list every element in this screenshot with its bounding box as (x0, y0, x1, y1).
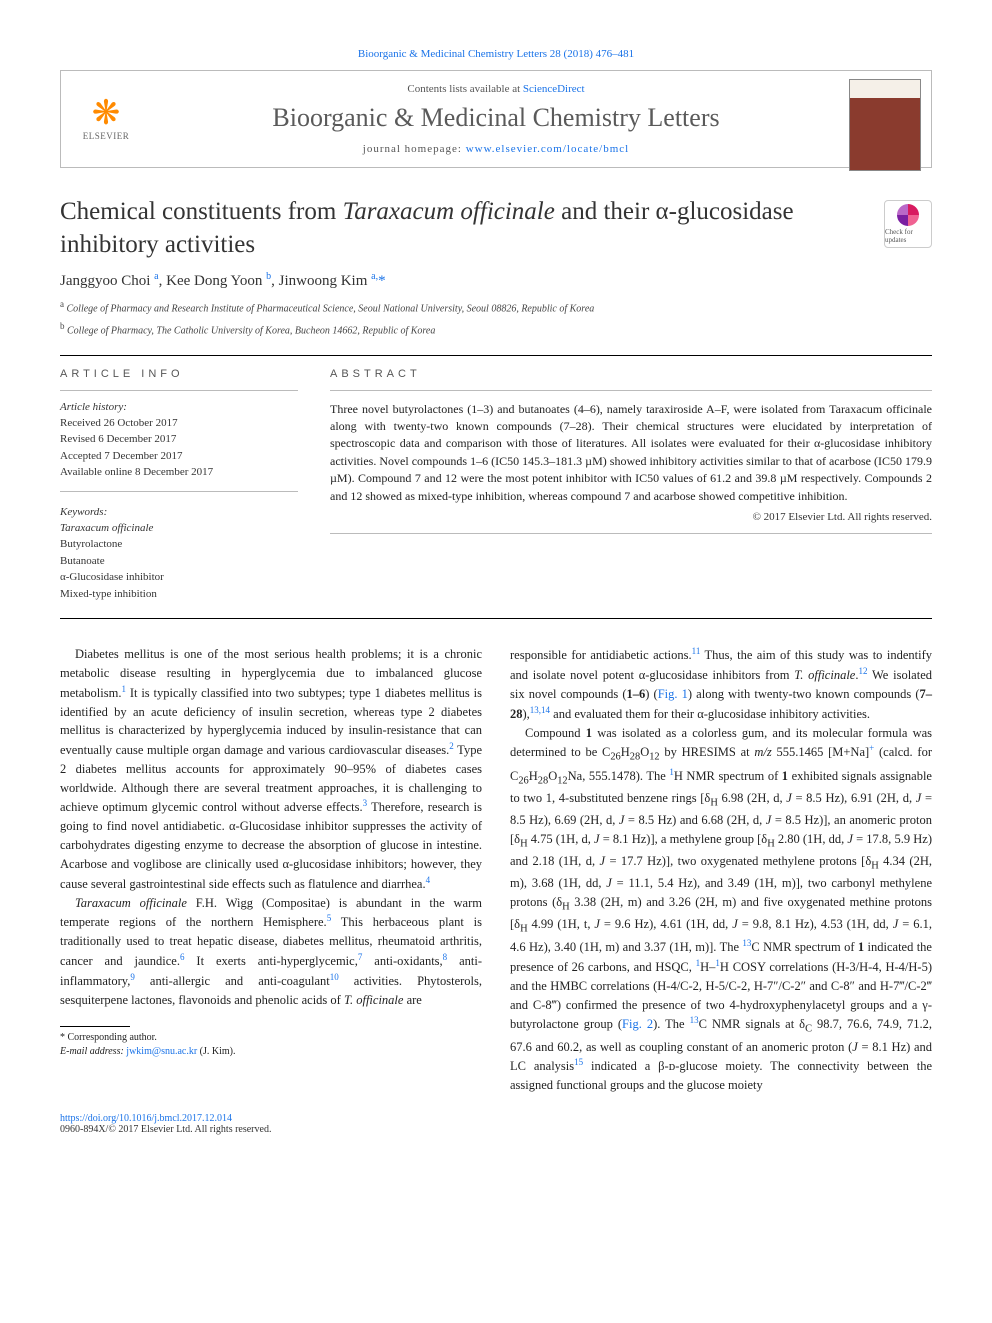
keyword: Butanoate (60, 553, 298, 570)
journal-homepage-link[interactable]: www.elsevier.com/locate/bmcl (466, 143, 630, 155)
citation-line: Bioorganic & Medicinal Chemistry Letters… (60, 48, 932, 60)
abstract-header: ABSTRACT (330, 368, 932, 380)
doi-link[interactable]: https://doi.org/10.1016/j.bmcl.2017.12.0… (60, 1113, 232, 1124)
authors-line: Janggyoo Choi a, Kee Dong Yoon b, Jinwoo… (60, 271, 932, 290)
publisher-logo: ❋ ELSEVIER (71, 97, 141, 141)
publisher-name: ELSEVIER (71, 131, 141, 141)
body-column-left: Diabetes mellitus is one of the most ser… (60, 645, 482, 1095)
abstract-text: Three novel butyrolactones (1–3) and but… (330, 401, 932, 505)
history-accepted: Accepted 7 December 2017 (60, 448, 298, 465)
footnote-rule (60, 1026, 130, 1027)
history-online: Available online 8 December 2017 (60, 464, 298, 481)
article-info-header: ARTICLE INFO (60, 368, 298, 380)
section-rule (60, 355, 932, 356)
issn-copyright: 0960-894X/© 2017 Elsevier Ltd. All right… (60, 1124, 271, 1135)
affiliation-b: b College of Pharmacy, The Catholic Univ… (60, 320, 932, 338)
email-line: E-mail address: jwkim@snu.ac.kr (J. Kim)… (60, 1045, 482, 1059)
body-paragraph: Taraxacum officinale F.H. Wigg (Composit… (60, 894, 482, 1010)
body-paragraph: responsible for antidiabetic actions.11 … (510, 645, 932, 723)
body-paragraph: Compound 1 was isolated as a colorless g… (510, 724, 932, 1095)
keyword: Butyrolactone (60, 536, 298, 553)
corresponding-email-link[interactable]: jwkim@snu.ac.kr (126, 1046, 197, 1057)
sciencedirect-link[interactable]: ScienceDirect (523, 83, 585, 95)
elsevier-tree-icon: ❋ (71, 97, 141, 131)
thin-rule (330, 533, 932, 534)
history-received: Received 26 October 2017 (60, 415, 298, 432)
journal-title: Bioorganic & Medicinal Chemistry Letters (161, 103, 831, 133)
history-label: Article history: (60, 401, 298, 413)
body-paragraph: Diabetes mellitus is one of the most ser… (60, 645, 482, 893)
affiliation-a: a College of Pharmacy and Research Insti… (60, 298, 932, 316)
corresponding-author-note: * Corresponding author. (60, 1031, 482, 1045)
keyword: Mixed-type inhibition (60, 586, 298, 603)
abstract-copyright: © 2017 Elsevier Ltd. All rights reserved… (330, 511, 932, 523)
thin-rule (330, 390, 932, 391)
citation-link[interactable]: Bioorganic & Medicinal Chemistry Letters… (358, 48, 634, 60)
updates-icon (897, 204, 919, 226)
journal-header-box: ❋ ELSEVIER Contents lists available at S… (60, 70, 932, 168)
keywords-label: Keywords: (60, 506, 298, 518)
thin-rule (60, 491, 298, 492)
article-title: Chemical constituents from Taraxacum off… (60, 196, 852, 261)
check-updates-badge[interactable]: Check for updates (884, 200, 932, 248)
journal-cover-thumbnail (849, 79, 921, 171)
page-footer: https://doi.org/10.1016/j.bmcl.2017.12.0… (60, 1113, 932, 1135)
body-column-right: responsible for antidiabetic actions.11 … (510, 645, 932, 1095)
thin-rule (60, 390, 298, 391)
journal-homepage: journal homepage: www.elsevier.com/locat… (161, 143, 831, 155)
keyword: Taraxacum officinale (60, 520, 298, 537)
history-revised: Revised 6 December 2017 (60, 431, 298, 448)
section-rule (60, 618, 932, 619)
contents-available: Contents lists available at ScienceDirec… (161, 83, 831, 95)
keyword: α-Glucosidase inhibitor (60, 569, 298, 586)
